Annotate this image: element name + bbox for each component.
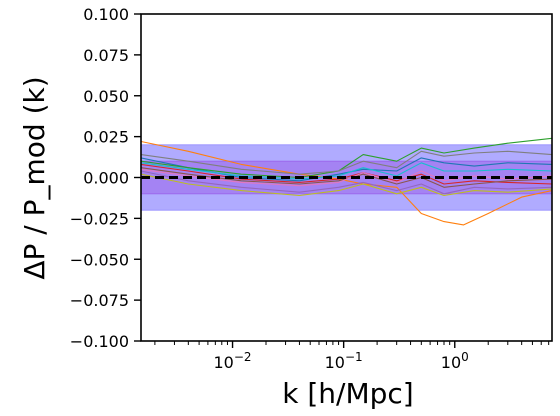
series-line-3 [141, 137, 552, 179]
y-tick-label: 0.050 [83, 87, 129, 106]
series-line-6 [141, 167, 552, 188]
y-tick-label: 0.025 [83, 128, 129, 147]
y-tick-label: −0.025 [70, 209, 129, 228]
y-tick-label: 0.000 [83, 169, 129, 188]
series-line-9 [141, 173, 552, 197]
x-tick-label: 10−2 [214, 350, 252, 372]
x-tick-label: 100 [441, 350, 469, 372]
y-axis-label: ΔP / P_mod (k) [18, 76, 51, 279]
series-line-10 [141, 162, 552, 180]
y-tick-label: −0.050 [70, 250, 129, 269]
y-tick-label: 0.100 [83, 5, 129, 24]
y-tick-label: −0.075 [70, 291, 129, 310]
series-line-8 [141, 150, 552, 175]
x-axis: 10−2 10−1 100 [154, 341, 550, 372]
y-tick-label: −0.100 [70, 332, 129, 351]
series-line-5 [141, 170, 552, 195]
y-axis: 0.100 0.075 0.050 0.025 0.000 −0.025 −0.050 −0.… [70, 5, 141, 351]
x-axis-label: k [h/Mpc] [282, 377, 413, 410]
series-line-1 [141, 157, 552, 182]
x-tick-label: 10−1 [325, 350, 363, 372]
series-line-2 [141, 140, 552, 226]
y-tick-label: 0.075 [83, 46, 129, 65]
